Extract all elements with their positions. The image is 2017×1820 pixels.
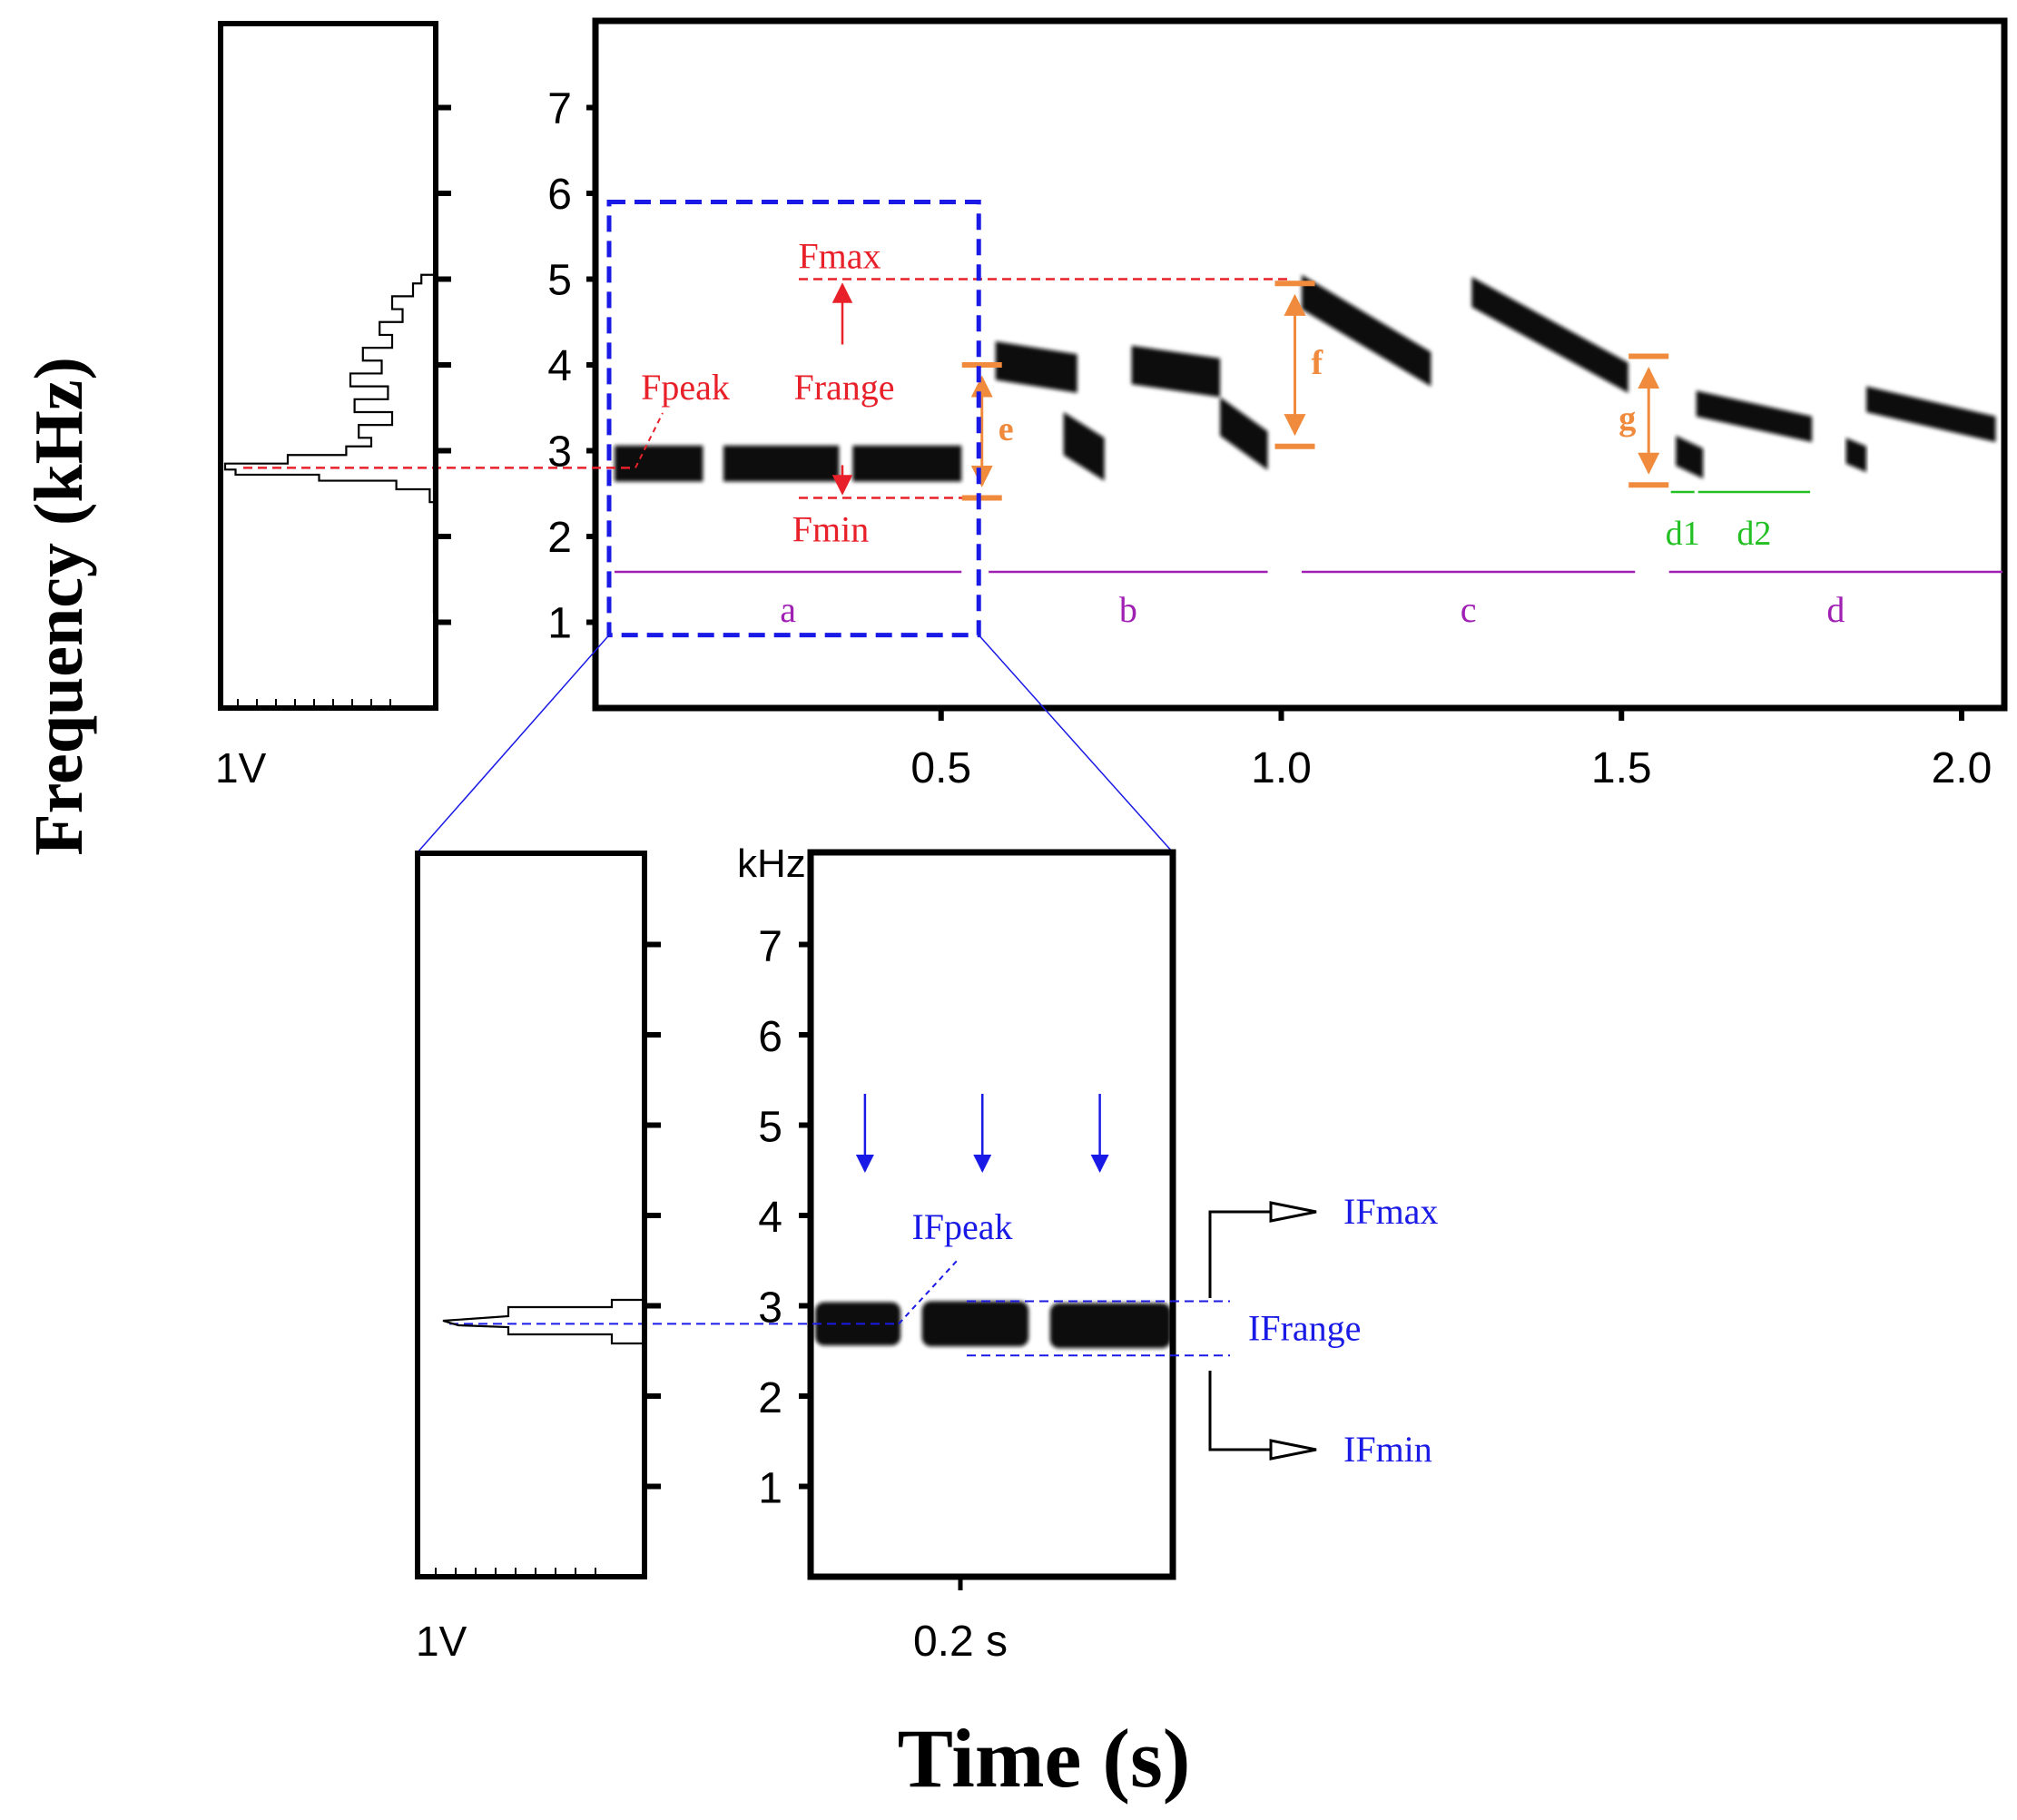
ifpeak-label: IFpeak — [911, 1206, 1012, 1247]
ifmin-label: IFmin — [1343, 1429, 1432, 1470]
detail-y-tick-label: 2 — [758, 1374, 782, 1422]
detail-y-tick-label: 6 — [758, 1013, 782, 1061]
ifmin-arrowhead — [1269, 1439, 1317, 1461]
note-c-7 — [1301, 274, 1432, 387]
duration-d1-label: d1 — [1666, 515, 1700, 553]
detail-spectrogram: 1 2 3 4 5 6 7 kHz 0.2 s IFpeak IFrange IFmax IFmi… — [449, 841, 1438, 1666]
detail-pulse — [1049, 1303, 1171, 1349]
main-y-tick-label: 6 — [547, 171, 572, 219]
main-x-tick-label: 2.0 — [1932, 744, 1992, 792]
main-y-tick-label: 1 — [547, 600, 572, 648]
note-d-9 — [1676, 435, 1704, 479]
main-x-ticks: 0.5 1.0 1.5 2.0 — [910, 708, 1992, 792]
detail-amplitude-peak — [442, 1298, 643, 1345]
detail-pulse — [921, 1301, 1029, 1347]
ifmax-arrowhead — [1269, 1201, 1317, 1223]
segment-c-label: c — [1461, 589, 1477, 630]
main-x-tick-label: 1.5 — [1591, 744, 1652, 792]
fmin-label: Fmin — [792, 508, 869, 549]
note-d-12 — [1866, 386, 1996, 443]
fpeak-label: Fpeak — [641, 367, 730, 408]
main-plot-frame — [592, 17, 2008, 712]
note-c-8 — [1471, 277, 1628, 393]
amplitude-scale-label: 1V — [215, 744, 267, 792]
ifpeak-leader — [898, 1259, 959, 1325]
ifmin-bracket — [1208, 1371, 1271, 1451]
interval-g-label: g — [1619, 399, 1636, 438]
fmax-label: Fmax — [798, 236, 881, 277]
detail-y-ticks: 1 2 3 4 5 6 7 — [644, 923, 811, 1513]
ifmax-bracket — [1208, 1210, 1271, 1298]
main-x-tick-label: 0.5 — [910, 744, 971, 792]
note-b-3 — [995, 341, 1077, 393]
amplitude-scale-ticks — [237, 699, 391, 708]
detail-y-tick-label: 1 — [758, 1465, 782, 1513]
detail-time-scale-label: 0.2 s — [913, 1618, 1008, 1666]
detail-pulses — [815, 1301, 1171, 1349]
duration-d2-label: d2 — [1737, 515, 1771, 553]
spectrogram-notes — [614, 274, 1996, 482]
detail-amplitude-frame — [415, 851, 647, 1579]
main-y-tick-label: 7 — [547, 85, 572, 133]
fpeak-leader — [635, 412, 664, 468]
segment-d-label: d — [1826, 589, 1845, 630]
detail-amplitude-panel: 1V — [415, 851, 647, 1665]
detail-y-tick-label: 3 — [758, 1284, 782, 1333]
x-axis-title: Time (s) — [898, 1712, 1191, 1805]
y-axis-title: Frequency (kHz) — [21, 357, 97, 856]
detail-y-tick-label: 4 — [758, 1194, 782, 1242]
detail-amplitude-scale-label: 1V — [416, 1618, 467, 1665]
interval-e-label: e — [999, 410, 1014, 448]
amplitude-trace — [223, 273, 436, 615]
detail-annotations: IFpeak IFrange IFmax IFmin — [449, 1094, 1438, 1470]
note-a-1 — [723, 445, 840, 482]
detail-amplitude-scale-ticks — [435, 1568, 596, 1577]
detail-y-tick-label: 7 — [758, 923, 782, 971]
main-y-tick-label: 4 — [547, 342, 572, 390]
segment-a-label: a — [780, 589, 796, 630]
note-d-10 — [1696, 390, 1813, 443]
frange-label: Frange — [793, 367, 894, 408]
interval-f-label: f — [1311, 344, 1323, 382]
main-y-tick-label: 5 — [547, 257, 572, 305]
zoom-indicator — [417, 199, 1174, 853]
main-y-tick-label: 2 — [547, 514, 572, 562]
amplitude-spectrum-panel: 1V — [215, 21, 438, 792]
note-b-5 — [1131, 345, 1221, 398]
note-a-2 — [852, 445, 962, 482]
note-d-11 — [1845, 438, 1867, 473]
ifmax-label: IFmax — [1343, 1191, 1438, 1232]
ifrange-label: IFrange — [1248, 1307, 1361, 1348]
detail-y-tick-label: 5 — [758, 1104, 782, 1152]
segment-b-label: b — [1119, 589, 1137, 630]
zoom-connector-right — [978, 635, 1174, 853]
detail-unit-label: kHz — [737, 841, 806, 886]
amplitude-frame — [218, 21, 438, 711]
main-annotations: Fmax Fmin Frange Fpeak e f g d1 d2 a b c d — [243, 236, 2002, 630]
main-x-tick-label: 1.0 — [1251, 744, 1312, 792]
zoom-connector-left — [417, 635, 610, 853]
note-b-6 — [1220, 397, 1268, 470]
note-a-0 — [614, 445, 703, 482]
zoom-box — [606, 199, 981, 638]
note-b-4 — [1063, 411, 1105, 481]
